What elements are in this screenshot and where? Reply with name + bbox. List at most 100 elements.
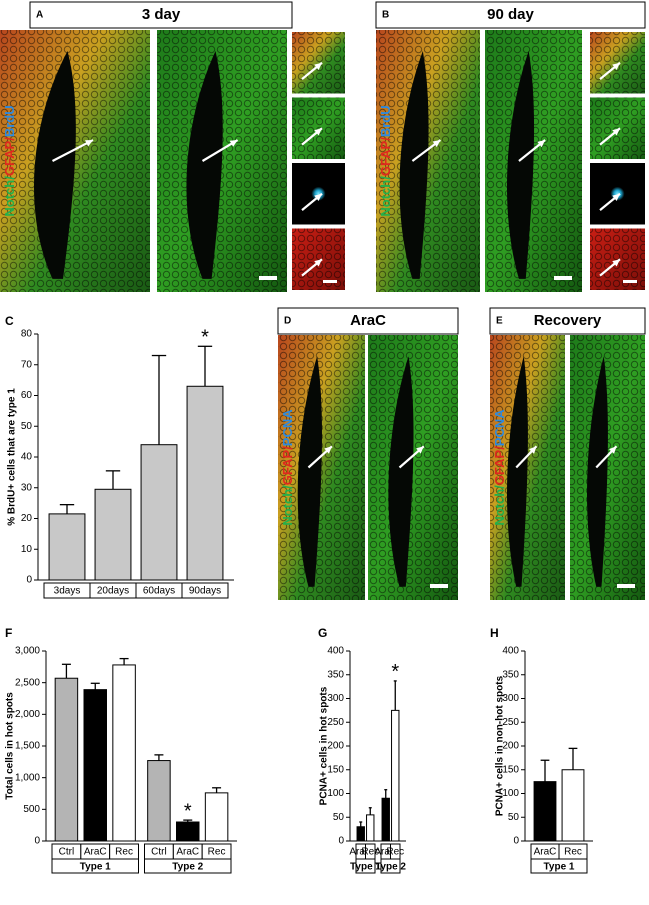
y-tick-label: 50: [21, 421, 33, 432]
bar: [54, 677, 79, 842]
arrow-head: [229, 140, 238, 147]
cell-texture: [292, 97, 345, 159]
arrow-head: [609, 446, 617, 454]
x-tick-label: AraC: [176, 847, 199, 858]
ventricle: [388, 356, 414, 587]
cell-texture: [292, 32, 345, 94]
x-tick-label: Rec: [361, 847, 379, 858]
y-tick-label: 350: [327, 669, 344, 680]
x-tick-label: Rec: [115, 847, 133, 858]
bar: [356, 826, 365, 842]
y-axis-label: % BrdU+ cells that are type 1: [7, 388, 18, 526]
bar: [186, 385, 224, 581]
cell-texture: [157, 30, 287, 292]
y-tick-label: 250: [502, 717, 519, 728]
x-tick-label: 20days: [97, 586, 129, 597]
arrow-head: [612, 193, 620, 202]
scale-bar: [623, 280, 637, 283]
ventricle: [297, 356, 322, 587]
bar: [204, 792, 229, 842]
channel-label-part: GFAP/: [378, 137, 393, 176]
cell-texture: [590, 97, 645, 159]
nucleus: [304, 179, 333, 208]
x-tick-label: AraC: [349, 847, 372, 858]
channel-label-part: PCNA: [492, 409, 507, 446]
bar: [140, 444, 178, 581]
channel-label-part: BrdU: [378, 105, 393, 137]
group-box: [51, 858, 139, 874]
bar: [381, 797, 390, 842]
arrow-head: [612, 62, 620, 71]
channel-label-part: PCNA: [280, 409, 295, 446]
channel-label-part: GFAP/: [492, 446, 507, 485]
ventricle: [506, 356, 528, 587]
channel-label-part: BrdU: [2, 105, 17, 137]
y-tick-label: 2,000: [15, 709, 40, 720]
group-label: Type 1: [80, 862, 111, 873]
arrow-head: [416, 446, 424, 454]
scale-bar: [554, 276, 572, 280]
panel-letter: B: [382, 10, 389, 21]
y-tick-label: 200: [327, 741, 344, 752]
arrow-head: [529, 446, 537, 454]
cell-texture: [292, 228, 345, 290]
scale-bar: [430, 584, 448, 588]
group-label: Type 2: [375, 862, 406, 873]
panel-title-box: [29, 1, 293, 29]
arrow-head: [612, 128, 620, 136]
channel-label: Notch/GFAP/BrdU: [378, 105, 393, 216]
panel-letter: A: [36, 10, 43, 21]
panel-title-box: [375, 1, 646, 29]
channel-label-part: GFAP/: [2, 137, 17, 176]
y-tick-label: 1,000: [15, 772, 40, 783]
y-tick-label: 1,500: [15, 741, 40, 752]
cell-texture: [376, 30, 480, 292]
bar: [533, 781, 557, 842]
y-tick-label: 70: [21, 359, 33, 370]
y-axis-label: PCNA+ cells in hot spots: [319, 686, 330, 805]
y-tick-label: 0: [513, 836, 519, 847]
group-label: Type 2: [172, 862, 203, 873]
group-box: [530, 858, 588, 874]
x-tick-label: 90days: [189, 586, 221, 597]
y-tick-label: 30: [21, 482, 33, 493]
y-tick-label: 400: [502, 646, 519, 657]
y-tick-label: 50: [333, 812, 345, 823]
panel-title-box: [277, 307, 459, 335]
bar: [94, 488, 132, 581]
y-tick-label: 150: [327, 764, 344, 775]
bar: [561, 769, 585, 842]
category-box: [181, 582, 229, 599]
channel-label-part: Notch/: [492, 485, 507, 526]
arrow-head: [324, 446, 332, 454]
channel-label-part: Notch/: [378, 176, 393, 217]
arrow-head: [537, 140, 546, 148]
ventricle: [506, 50, 535, 279]
arrow-head: [314, 259, 322, 267]
panel-title: AraC: [350, 312, 386, 329]
cell-texture: [368, 335, 458, 600]
ventricle: [586, 356, 608, 587]
channel-label-part: GFAP/: [280, 446, 295, 485]
scale-bar: [323, 280, 337, 283]
cell-texture: [590, 32, 645, 94]
panel-letter: D: [284, 316, 291, 327]
bar: [176, 821, 200, 842]
arrow-head: [314, 62, 322, 71]
y-tick-label: 50: [508, 812, 520, 823]
arrow-head: [612, 259, 620, 267]
panel-title: 3 day: [142, 6, 181, 23]
channel-label: Notch/GFAP/PCNA: [492, 409, 507, 526]
bar: [83, 689, 107, 842]
channel-label: Notch/GFAP/PCNA: [280, 409, 295, 526]
cell-texture: [570, 335, 645, 600]
arrow-head: [314, 193, 322, 202]
y-tick-label: 0: [338, 836, 344, 847]
arrow-head: [314, 128, 322, 136]
group-box: [380, 858, 401, 874]
y-tick-label: 0: [26, 575, 32, 586]
bar: [48, 513, 86, 581]
cell-texture: [278, 335, 365, 600]
arrow: [51, 139, 94, 162]
y-axis-label: Total cells in hot spots: [5, 692, 16, 800]
